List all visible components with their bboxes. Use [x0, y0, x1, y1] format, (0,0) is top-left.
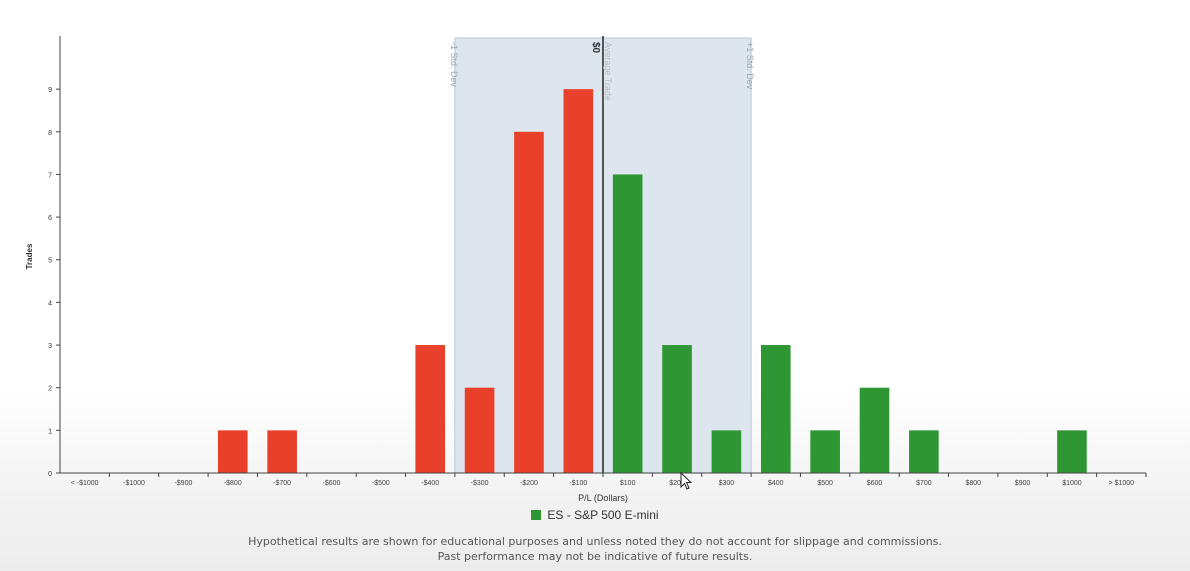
y-axis-label: Trades [25, 243, 34, 269]
x-tick-label: -$1000 [123, 480, 145, 487]
x-tick-label: $100 [620, 480, 636, 487]
band-label-minus: -1 Std. Dev [449, 42, 459, 88]
x-tick-label: -$600 [323, 480, 341, 487]
x-tick-label: -$300 [471, 480, 489, 487]
y-tick-label: 0 [48, 471, 52, 478]
bar [464, 387, 495, 473]
zero-label: $0 [590, 42, 601, 54]
pl-distribution-chart: -1 Std. Dev +1 Std. Dev $0 Average Trade 0 1 2… [25, 36, 1147, 503]
bar [612, 174, 643, 473]
bar [514, 131, 544, 473]
x-tick-label: -$500 [372, 480, 390, 487]
band-label-plus: +1 Std. Dev [745, 42, 755, 90]
legend-swatch [531, 510, 542, 520]
y-tick-label: 9 [48, 87, 52, 94]
x-tick-label: $700 [916, 480, 932, 487]
x-tick-label: -$100 [569, 480, 587, 487]
x-tick-label: $800 [965, 480, 981, 487]
bar [810, 430, 840, 473]
x-tick-label: $1000 [1062, 480, 1082, 487]
x-tick-label: $500 [817, 480, 833, 487]
x-tick-label: $900 [1015, 480, 1031, 487]
bar [662, 345, 692, 473]
x-tick-label: $300 [719, 480, 735, 487]
y-tick-label: 8 [48, 130, 52, 137]
x-tick-label: $200 [669, 480, 685, 487]
bar [415, 345, 446, 473]
mouse-pointer-icon [680, 472, 693, 490]
bar [1057, 430, 1087, 473]
bar [267, 430, 297, 473]
bar [217, 430, 248, 473]
disclaimer-line-2: Past performance may not be indicative o… [437, 550, 753, 563]
x-tick-label: -$400 [421, 480, 439, 487]
bar [563, 89, 594, 473]
bar [711, 430, 742, 473]
x-axis-label: P/L (Dollars) [578, 493, 628, 503]
x-tick-label: $400 [768, 480, 784, 487]
disclaimer-line-1: Hypothetical results are shown for educa… [248, 535, 942, 548]
x-tick-label: < -$1000 [71, 480, 99, 487]
bar [760, 345, 791, 473]
y-tick-label: 1 [48, 428, 52, 435]
x-tick-label: -$700 [273, 480, 291, 487]
chart-legend[interactable]: ES - S&P 500 E-mini [0, 508, 1190, 522]
bar [859, 387, 890, 473]
legend-label: ES - S&P 500 E-mini [547, 508, 659, 522]
x-tick-label: -$900 [174, 480, 192, 487]
y-tick-label: 2 [48, 386, 52, 393]
y-tick-label: 3 [48, 343, 52, 350]
x-tick-label: > $1000 [1109, 480, 1135, 487]
x-tick-label: -$200 [520, 480, 538, 487]
average-trade-label: Average Trade [603, 42, 613, 101]
y-tick-label: 7 [48, 172, 52, 179]
x-tick-label: -$800 [224, 480, 242, 487]
y-tick-label: 6 [48, 215, 52, 222]
x-tick-label: $600 [867, 480, 883, 487]
disclaimer: Hypothetical results are shown for educa… [0, 534, 1190, 564]
bar [909, 430, 939, 473]
y-tick-label: 4 [48, 300, 52, 307]
y-tick-label: 5 [48, 258, 52, 265]
